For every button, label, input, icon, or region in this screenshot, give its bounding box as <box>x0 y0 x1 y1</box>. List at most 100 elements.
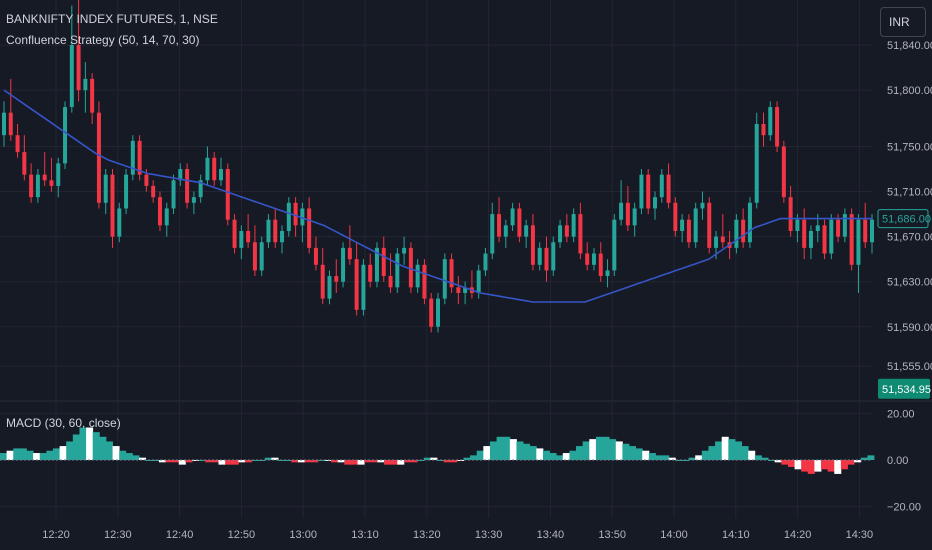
macd-bar <box>384 460 392 465</box>
time-tick-label: 13:50 <box>598 529 626 541</box>
candle-body <box>591 253 596 265</box>
candle-body <box>69 45 74 108</box>
time-tick-label: 14:20 <box>784 529 812 541</box>
candle-body <box>856 219 861 265</box>
candle-body <box>870 219 874 243</box>
axes-group: 51,840.00 51,800.00 51,750.00 51,710.00 51,6… <box>42 40 932 541</box>
candle-body <box>225 169 230 220</box>
price-tick-label: 51,630.00 <box>887 277 932 289</box>
macd-bar <box>787 460 795 467</box>
macd-bar <box>801 460 809 472</box>
macd-bar <box>198 460 206 461</box>
time-tick-label: 12:40 <box>166 529 194 541</box>
time-tick-label: 13:10 <box>351 529 379 541</box>
time-tick-label: 14:10 <box>722 529 750 541</box>
candle-body <box>476 270 481 293</box>
macd-bar <box>244 460 253 463</box>
candle-body <box>307 208 312 248</box>
candle-body <box>442 259 447 299</box>
strategy-legend[interactable]: Confluence Strategy (50, 14, 70, 30) <box>6 33 200 47</box>
macd-bar <box>59 446 67 460</box>
macd-bar <box>754 455 762 460</box>
candle-body <box>252 242 257 271</box>
candle-body <box>490 214 495 254</box>
candle-body <box>361 264 366 310</box>
macd-bar <box>350 460 358 465</box>
macd-bar <box>324 460 332 461</box>
moving-average-group <box>3 89 872 303</box>
candle-body <box>395 253 400 288</box>
candle-body <box>103 174 108 203</box>
candle-body <box>463 287 468 293</box>
macd-bar <box>390 460 398 465</box>
candle-body <box>22 152 27 175</box>
candle-body <box>96 112 101 203</box>
macd-bar <box>629 446 637 460</box>
time-tick-label: 12:20 <box>42 529 70 541</box>
candle-body <box>720 236 725 243</box>
candle-body <box>802 219 807 248</box>
candle-body <box>63 107 68 164</box>
candle-body <box>571 214 576 237</box>
macd-bar <box>655 455 663 460</box>
candle-body <box>693 208 698 243</box>
macd-bar <box>397 460 405 465</box>
candle-body <box>280 230 285 243</box>
macd-bar <box>662 455 670 460</box>
candle-body <box>157 197 162 226</box>
candle-body <box>815 225 820 231</box>
candle-body <box>686 219 691 243</box>
macd-bar <box>701 450 709 460</box>
macd-bar <box>311 460 319 463</box>
candle-body <box>381 247 386 277</box>
candle-body <box>42 174 47 181</box>
candle-body <box>564 225 569 237</box>
candle-body <box>90 78 95 113</box>
macd-bar <box>403 460 411 463</box>
macd-bar <box>271 457 279 460</box>
symbol-title[interactable]: BANKNIFTY INDEX FUTURES, 1, NSE <box>6 12 218 26</box>
candle-body <box>368 264 373 282</box>
macd-bar <box>642 450 650 460</box>
last-price-tag <box>878 378 930 399</box>
macd-bar <box>139 457 147 460</box>
candle-body <box>320 264 325 299</box>
candle-body <box>388 276 393 288</box>
candle-body <box>829 219 834 254</box>
price-tick-label: 51,750.00 <box>887 141 932 153</box>
time-tick-label: 13:40 <box>537 529 565 541</box>
candle-body <box>15 135 20 153</box>
macd-bar <box>33 453 41 460</box>
currency-button[interactable]: INR <box>880 7 926 37</box>
macd-bar <box>463 457 471 460</box>
candle-body <box>327 276 332 299</box>
time-tick-label: 14:30 <box>846 529 874 541</box>
candle-body <box>842 214 847 237</box>
macd-bar <box>734 441 742 460</box>
macd-bar <box>264 457 272 460</box>
candle-body <box>198 180 203 198</box>
macd-bar <box>781 460 789 465</box>
macd-bar <box>13 448 21 460</box>
macd-bar <box>807 460 815 474</box>
candle-body <box>781 146 786 198</box>
time-tick-label: 13:00 <box>289 529 317 541</box>
macd-bar <box>854 460 862 463</box>
candle-body <box>612 219 617 271</box>
candle-body <box>768 107 773 136</box>
candle-body <box>761 123 766 136</box>
macd-tick-label: 0.00 <box>887 455 908 467</box>
macd-bar <box>370 460 378 463</box>
candle-body <box>673 202 678 231</box>
macd-bar <box>165 460 173 463</box>
candle-body <box>510 208 515 226</box>
candle-body <box>741 219 746 243</box>
macd-bar <box>125 453 133 460</box>
macd-histogram-group <box>0 427 875 474</box>
macd-bar <box>827 460 835 472</box>
macd-bar <box>152 460 160 461</box>
macd-bar <box>569 450 577 460</box>
macd-bar <box>72 434 80 460</box>
macd-legend[interactable]: MACD (30, 60, close) <box>6 416 121 430</box>
